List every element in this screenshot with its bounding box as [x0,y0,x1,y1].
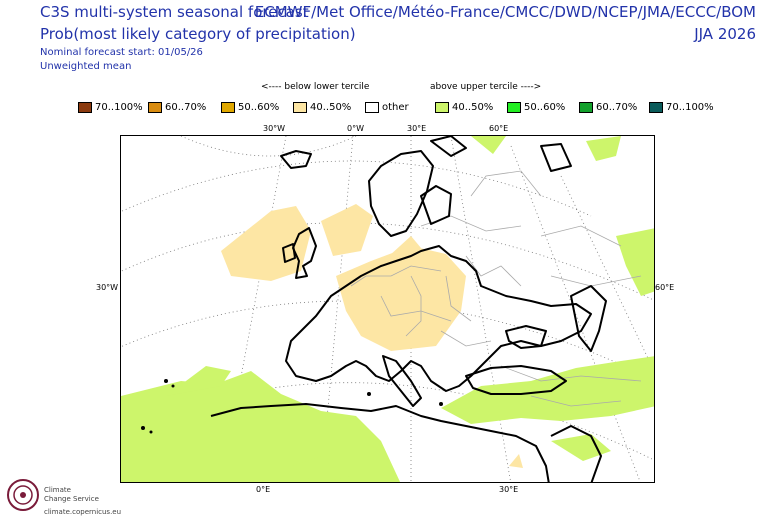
legend-item: 70..100% [649,99,714,115]
season-label: JJA 2026 [694,25,756,43]
country-borders [350,170,642,407]
islands [141,379,443,434]
legend-label: 40..50% [310,101,352,113]
legend-label: 40..50% [452,101,494,113]
forecast-start-label: Nominal forecast start: 01/05/26 [40,47,203,58]
legend-swatch [507,101,521,113]
legend-label: 70..100% [666,101,714,113]
forecast-map [120,135,655,483]
coastlines [210,136,607,482]
legend-item: 40..50% [293,99,351,115]
graticule [121,136,654,482]
legend-swatch [579,101,593,113]
legend-label: other [382,101,409,113]
legend-swatch [221,101,235,113]
legend-label: 50..60% [524,101,566,113]
map-canvas [121,136,654,482]
legend-swatch [293,101,307,113]
above-tercile-label: above upper tercile ----> [430,82,542,92]
legend-label: 50..60% [238,101,280,113]
above-tercile-areas [121,136,654,482]
copernicus-logo: Climate Change Service climate.copernicu… [6,476,126,518]
map-subtitle: Prob(most likely category of precipitati… [40,25,356,43]
below-tercile-areas [221,204,523,468]
coord-label-right-60e: 60°E [655,283,675,292]
legend-item: other [365,99,409,115]
logo-line2: Change Service [44,495,99,503]
centres-label: ECMWF/Met Office/Météo-France/CMCC/DWD/N… [254,3,756,21]
coord-label-top-60e: 60°E [489,124,509,133]
logo-line1: Climate [44,486,71,494]
logo-url: climate.copernicus.eu [44,508,122,516]
legend-swatch [148,101,162,113]
legend-label: 60..70% [165,101,207,113]
legend-swatch [649,101,663,113]
c3s-logo-icon [7,479,39,511]
legend: 70..100% 60..70% 50..60% 40..50% other 4… [78,99,738,117]
legend-label: 60..70% [596,101,638,113]
coord-label-bottom-30e: 30°E [499,485,519,494]
legend-swatch [435,101,449,113]
below-tercile-label: <---- below lower tercile [261,82,370,92]
legend-item: 50..60% [221,99,279,115]
legend-item: 70..100% [78,99,143,115]
legend-item: 50..60% [507,99,565,115]
coord-label-top-0: 0°W [347,124,364,133]
coord-label-top-30e: 30°E [407,124,427,133]
coord-label-bottom-0: 0°E [256,485,271,494]
coord-label-left-30w: 30°W [96,283,119,292]
legend-item: 60..70% [148,99,206,115]
map-title: C3S multi-system seasonal forecast [40,3,309,21]
legend-swatch [365,101,379,113]
mean-type-label: Unweighted mean [40,61,132,72]
legend-item: 60..70% [579,99,637,115]
legend-swatch [78,101,92,113]
legend-label: 70..100% [95,101,143,113]
coord-label-top-30w: 30°W [263,124,286,133]
legend-item: 40..50% [435,99,493,115]
